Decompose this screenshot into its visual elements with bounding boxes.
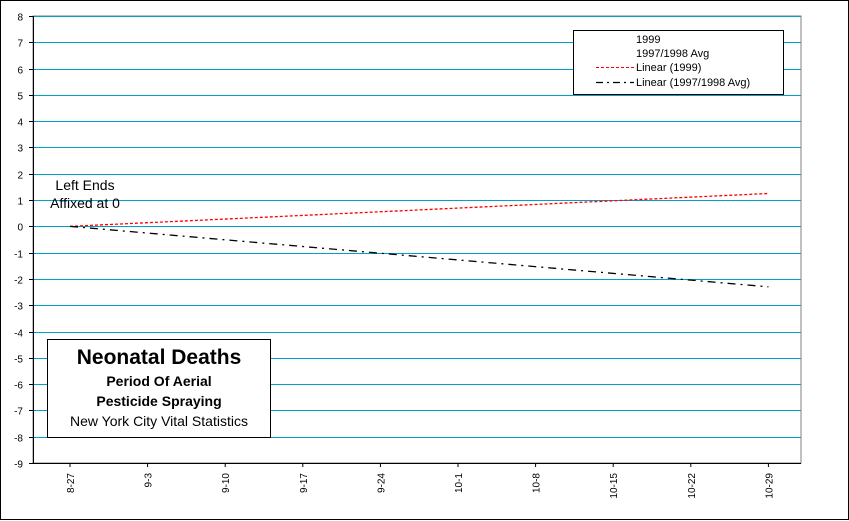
legend-swatch-linear-1999 <box>596 67 634 68</box>
annotation-line-2: Affixed at 0 <box>50 195 120 211</box>
y-tick-label: 8 <box>17 13 23 24</box>
y-tick-label: -5 <box>14 355 23 366</box>
legend-label: 1997/1998 Avg <box>636 48 710 60</box>
legend-item-avg: 1997/1998 Avg <box>574 47 783 61</box>
legend-item-1999: 1999 <box>574 33 783 47</box>
x-tick-label: 9-24 <box>376 473 387 493</box>
left-ends-annotation: Left Ends Affixed at 0 <box>41 176 129 212</box>
series-linear-1999 <box>69 192 769 228</box>
y-tick-label: 4 <box>17 118 23 129</box>
x-tick-label: 9-17 <box>299 473 310 493</box>
y-tick-label: -8 <box>14 434 23 445</box>
y-tick-label: -9 <box>14 460 23 471</box>
chart-source: New York City Vital Statistics <box>70 413 248 429</box>
x-tick-label: 10-15 <box>609 473 620 499</box>
y-tick-label: 6 <box>17 66 23 77</box>
legend: 1999 1997/1998 Avg Linear (1999) Linear … <box>573 30 784 95</box>
x-tick-label: 10-29 <box>764 473 775 499</box>
chart-subtitle-2: Pesticide Spraying <box>96 393 222 409</box>
y-tick-label: -1 <box>14 250 23 261</box>
y-tick-label: 1 <box>17 197 23 208</box>
legend-label: 1999 <box>636 34 661 46</box>
y-tick-label: 7 <box>17 39 23 50</box>
legend-item-linear-1999: Linear (1999) <box>574 61 783 75</box>
y-tick-label: -7 <box>14 407 23 418</box>
y-tick-label: 0 <box>17 223 23 234</box>
x-tick-label: 9-10 <box>221 473 232 493</box>
y-tick-label: -6 <box>14 381 23 392</box>
series-linear-1997-1998-avg <box>69 225 769 288</box>
legend-label: Linear (1997/1998 Avg) <box>636 77 751 89</box>
legend-swatch-linear-avg <box>596 81 634 84</box>
annotation-line-1: Left Ends <box>55 177 115 193</box>
y-tick-label: -4 <box>14 329 23 340</box>
y-tick-label: 2 <box>17 171 23 182</box>
x-tick-label: 10-1 <box>454 473 465 493</box>
y-tick-label: -2 <box>14 276 23 287</box>
x-tick-label: 8-27 <box>66 473 77 493</box>
x-tick-label: 10-22 <box>687 473 698 499</box>
x-tick-label: 10-8 <box>532 473 543 493</box>
chart-title: Neonatal Deaths <box>76 346 242 369</box>
legend-item-linear-avg: Linear (1997/1998 Avg) <box>574 76 783 90</box>
y-tick-label: 5 <box>17 92 23 103</box>
y-tick-label: -3 <box>14 302 23 313</box>
x-tick-label: 9-3 <box>144 473 155 488</box>
y-tick-label: 3 <box>17 144 23 155</box>
legend-label: Linear (1999) <box>636 62 702 74</box>
chart-title-box: Neonatal Deaths Period Of Aerial Pestici… <box>47 339 271 438</box>
chart-subtitle-1: Period Of Aerial <box>106 373 212 389</box>
